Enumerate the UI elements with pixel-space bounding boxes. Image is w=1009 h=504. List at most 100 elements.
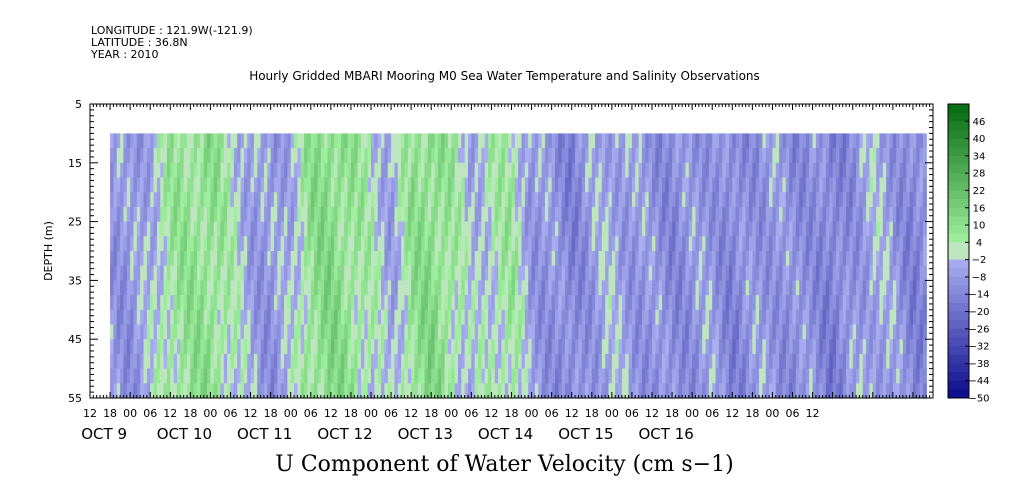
heat-cell: [688, 295, 693, 311]
heat-cell: [678, 221, 683, 237]
heat-cell: [484, 251, 489, 267]
heat-cell: [240, 133, 245, 149]
heat-cell: [825, 148, 830, 164]
heat-cell: [377, 353, 382, 370]
heat-cell: [745, 353, 750, 370]
heat-cell: [320, 353, 325, 370]
heat-cell: [384, 309, 389, 326]
heat-cell: [775, 251, 780, 267]
heat-cell: [304, 192, 309, 208]
heat-cell: [417, 324, 422, 340]
heat-cell: [471, 295, 476, 311]
heat-cell: [538, 236, 543, 252]
heat-cell: [548, 324, 553, 340]
heat-cell: [872, 192, 877, 208]
heat-cell: [150, 383, 155, 399]
heat-cell: [862, 221, 867, 237]
heat-cell: [300, 206, 305, 223]
heat-cell: [631, 280, 636, 296]
heat-cell: [491, 280, 496, 296]
heat-cell: [896, 162, 901, 179]
y-tick-label: 25: [68, 216, 82, 229]
heat-cell: [183, 251, 188, 267]
heat-cell: [735, 206, 740, 223]
heat-cell: [421, 192, 426, 208]
heat-cell: [715, 353, 720, 370]
heat-cell: [658, 251, 663, 267]
heat-cell: [377, 265, 382, 281]
heat-cell: [675, 383, 680, 399]
heat-cell: [518, 353, 523, 370]
heat-cell: [755, 265, 760, 281]
heat-cell: [176, 265, 181, 281]
heat-cell: [156, 177, 161, 193]
heat-cell: [237, 148, 242, 164]
heat-cell: [250, 133, 255, 149]
heat-cell: [354, 206, 359, 223]
heat-cell: [839, 309, 844, 326]
heat-cell: [193, 265, 198, 281]
heat-cell: [397, 295, 402, 311]
heat-cell: [805, 339, 810, 355]
heat-cell: [146, 206, 151, 223]
heat-cell: [735, 353, 740, 370]
heat-cell: [133, 148, 138, 164]
heat-cell: [227, 353, 232, 370]
heat-cell: [511, 148, 516, 164]
heat-cell: [514, 368, 519, 384]
heat-cell: [752, 236, 757, 252]
heat-cell: [645, 148, 650, 164]
heat-cell: [688, 133, 693, 149]
heat-cell: [839, 251, 844, 267]
heat-cell: [782, 368, 787, 384]
heat-cell: [631, 353, 636, 370]
heat-cell: [230, 324, 235, 340]
heat-cell: [698, 295, 703, 311]
heat-cell: [478, 339, 482, 355]
heat-cell: [859, 309, 864, 326]
heat-cell: [488, 339, 493, 355]
heat-cell: [879, 251, 884, 267]
heat-cell: [682, 236, 687, 252]
heat-cell: [324, 295, 329, 311]
heat-cell: [879, 148, 884, 164]
heat-cell: [538, 280, 543, 296]
heat-cell: [310, 221, 315, 237]
heat-cell: [391, 280, 396, 296]
heat-cell: [715, 133, 720, 149]
heat-cell: [451, 236, 456, 252]
heat-cell: [534, 221, 539, 237]
heat-cell: [548, 251, 553, 267]
heat-cell: [240, 368, 245, 384]
heat-cell: [892, 162, 897, 179]
heat-cell: [120, 206, 125, 223]
heat-cell: [541, 339, 546, 355]
heat-cell: [304, 251, 309, 267]
heat-cell: [802, 236, 807, 252]
heat-cell: [163, 177, 168, 193]
heat-cell: [270, 192, 275, 208]
heat-cell: [156, 265, 161, 281]
heat-cell: [712, 383, 717, 399]
heat-cell: [407, 133, 412, 149]
heat-cell: [772, 162, 777, 179]
heat-cell: [879, 353, 884, 370]
heat-cell: [742, 133, 747, 149]
heat-cell: [110, 265, 115, 281]
heat-cell: [872, 295, 877, 311]
heat-cell: [742, 162, 747, 179]
heat-cell: [451, 162, 456, 179]
heat-cell: [581, 177, 586, 193]
heat-cell: [514, 309, 519, 326]
heat-cell: [314, 221, 319, 237]
heat-cell: [568, 221, 573, 237]
heat-cell: [290, 324, 295, 340]
heat-cell: [575, 177, 580, 193]
heat-cell: [110, 192, 115, 208]
heat-cell: [896, 353, 901, 370]
heat-cell: [762, 353, 767, 370]
heat-cell: [554, 324, 559, 340]
heat-cell: [692, 162, 697, 179]
heat-cell: [849, 251, 854, 267]
heat-cell: [879, 339, 884, 355]
